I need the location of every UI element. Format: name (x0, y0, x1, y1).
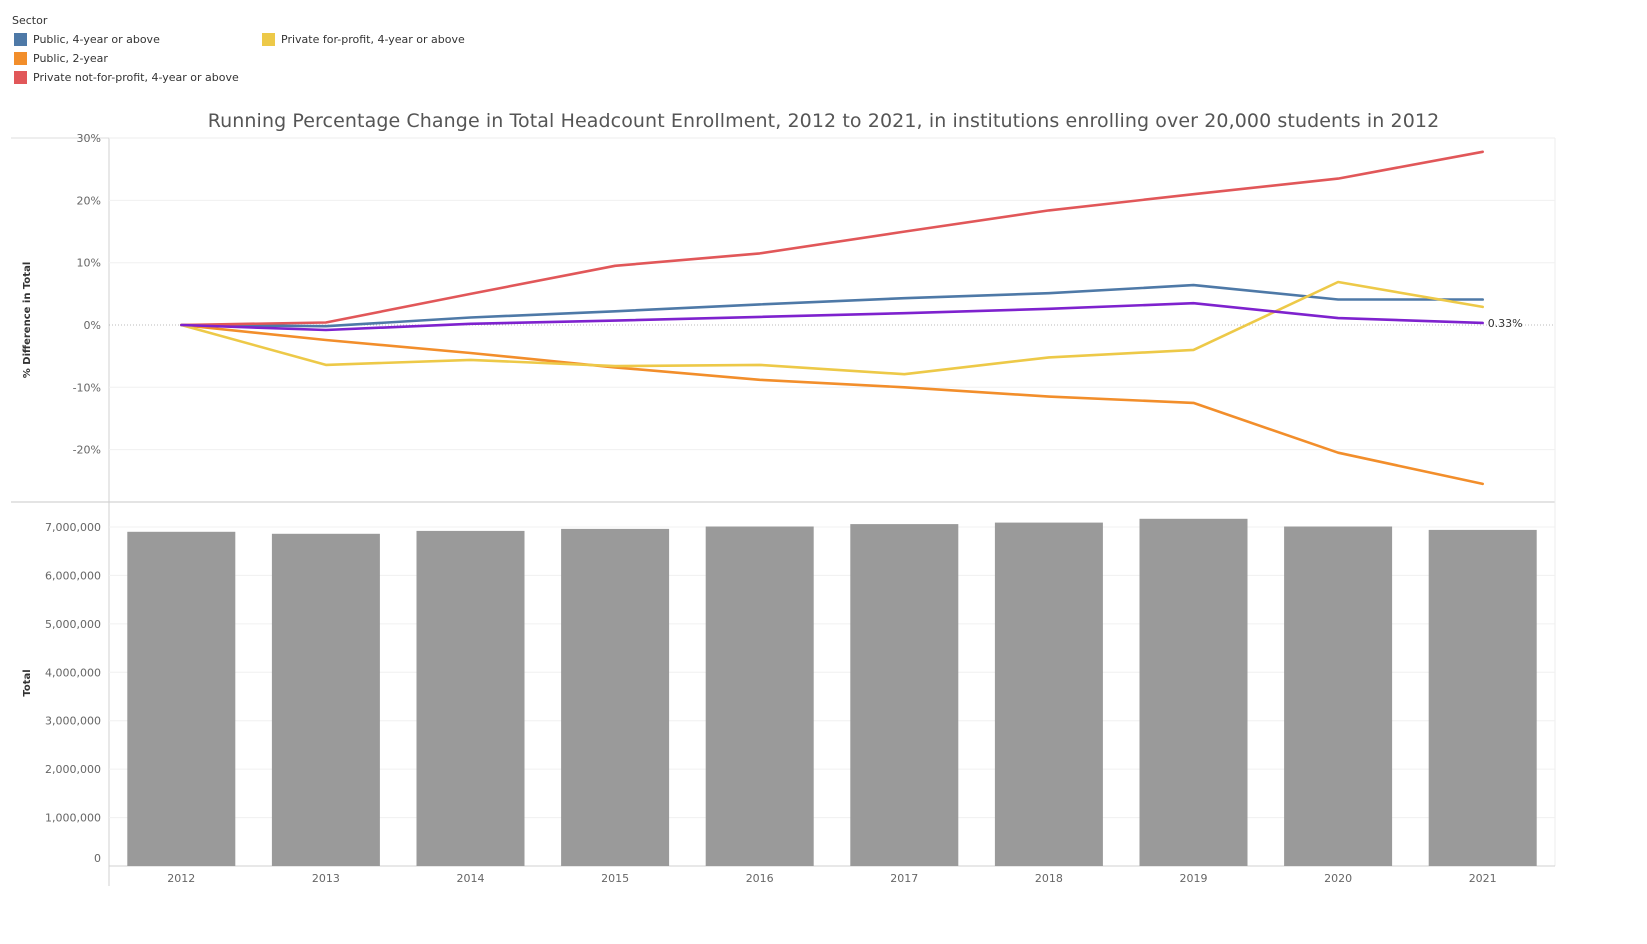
y-tick-label: 7,000,000 (45, 521, 101, 534)
bar[interactable] (850, 524, 959, 866)
legend-label: Private not-for-profit, 4-year or above (33, 70, 239, 84)
y-tick-label: 0 (94, 852, 101, 865)
legend-swatch (14, 32, 27, 46)
legend-swatch (262, 32, 275, 46)
bar-panel: 7,000,000 6,000,000 5,000,000 4,000,000 3,00… (22, 518, 1555, 885)
y-axis-title: % Difference in Total (22, 262, 33, 378)
y-tick-label: 1,000,000 (45, 812, 101, 825)
line-panel: 30% 20% 10% 0% -10% -20% % Difference in Total… (11, 132, 1556, 886)
legend-item-public-4-year[interactable]: Public, 4-year or above (14, 31, 160, 47)
legend: Sector Public, 4-year or above Public, 2… (12, 14, 572, 94)
y-tick-label: 20% (77, 194, 101, 207)
legend-item-public-2-year[interactable]: Public, 2-year (14, 50, 108, 66)
x-tick-label: 2015 (601, 872, 629, 885)
legend-swatch (14, 70, 27, 84)
y-tick-label: 2,000,000 (45, 763, 101, 776)
y-tick-label: 3,000,000 (45, 715, 101, 728)
y-tick-label: 5,000,000 (45, 618, 101, 631)
x-tick-label: 2019 (1180, 872, 1208, 885)
x-tick-label: 2017 (890, 872, 918, 885)
bar[interactable] (1284, 526, 1393, 867)
series-line[interactable] (180, 301, 1484, 332)
bar[interactable] (994, 522, 1103, 866)
chart-title: Running Percentage Change in Total Headc… (207, 110, 1440, 132)
bar[interactable] (271, 533, 380, 866)
series-line[interactable] (180, 280, 1484, 376)
y-tick-label: -20% (73, 444, 101, 457)
legend-label: Private for-profit, 4-year or above (281, 32, 465, 46)
x-tick-label: 2020 (1324, 872, 1352, 885)
x-tick-label: 2012 (167, 872, 195, 885)
y-tick-label: 10% (77, 257, 101, 270)
bar[interactable] (127, 531, 236, 866)
series-line[interactable] (180, 323, 1484, 486)
x-tick-label: 2021 (1469, 872, 1497, 885)
x-tick-label: 2016 (746, 872, 774, 885)
end-value-label: 0.33% (1488, 317, 1523, 330)
legend-item-private-not-for-profit[interactable]: Private not-for-profit, 4-year or above (14, 69, 239, 85)
y-tick-label: 0% (84, 319, 101, 332)
y-tick-label: 6,000,000 (45, 569, 101, 582)
bar[interactable] (416, 530, 525, 866)
legend-swatch (14, 51, 27, 65)
series-line[interactable] (180, 150, 1484, 327)
legend-item-private-for-profit[interactable]: Private for-profit, 4-year or above (262, 31, 465, 47)
y-tick-label: 4,000,000 (45, 666, 101, 679)
series-line[interactable] (180, 283, 1484, 328)
y-axis-title: Total (22, 669, 33, 696)
legend-title: Sector (12, 14, 48, 27)
legend-label: Public, 4-year or above (33, 32, 160, 46)
bar[interactable] (1139, 518, 1248, 866)
bar[interactable] (561, 528, 670, 866)
x-tick-label: 2014 (457, 872, 485, 885)
bar[interactable] (1428, 529, 1537, 866)
legend-label: Public, 2-year (33, 51, 108, 65)
bar[interactable] (705, 526, 814, 867)
y-tick-label: -10% (73, 381, 101, 394)
x-tick-label: 2013 (312, 872, 340, 885)
y-tick-label: 30% (77, 132, 101, 145)
x-tick-label: 2018 (1035, 872, 1063, 885)
